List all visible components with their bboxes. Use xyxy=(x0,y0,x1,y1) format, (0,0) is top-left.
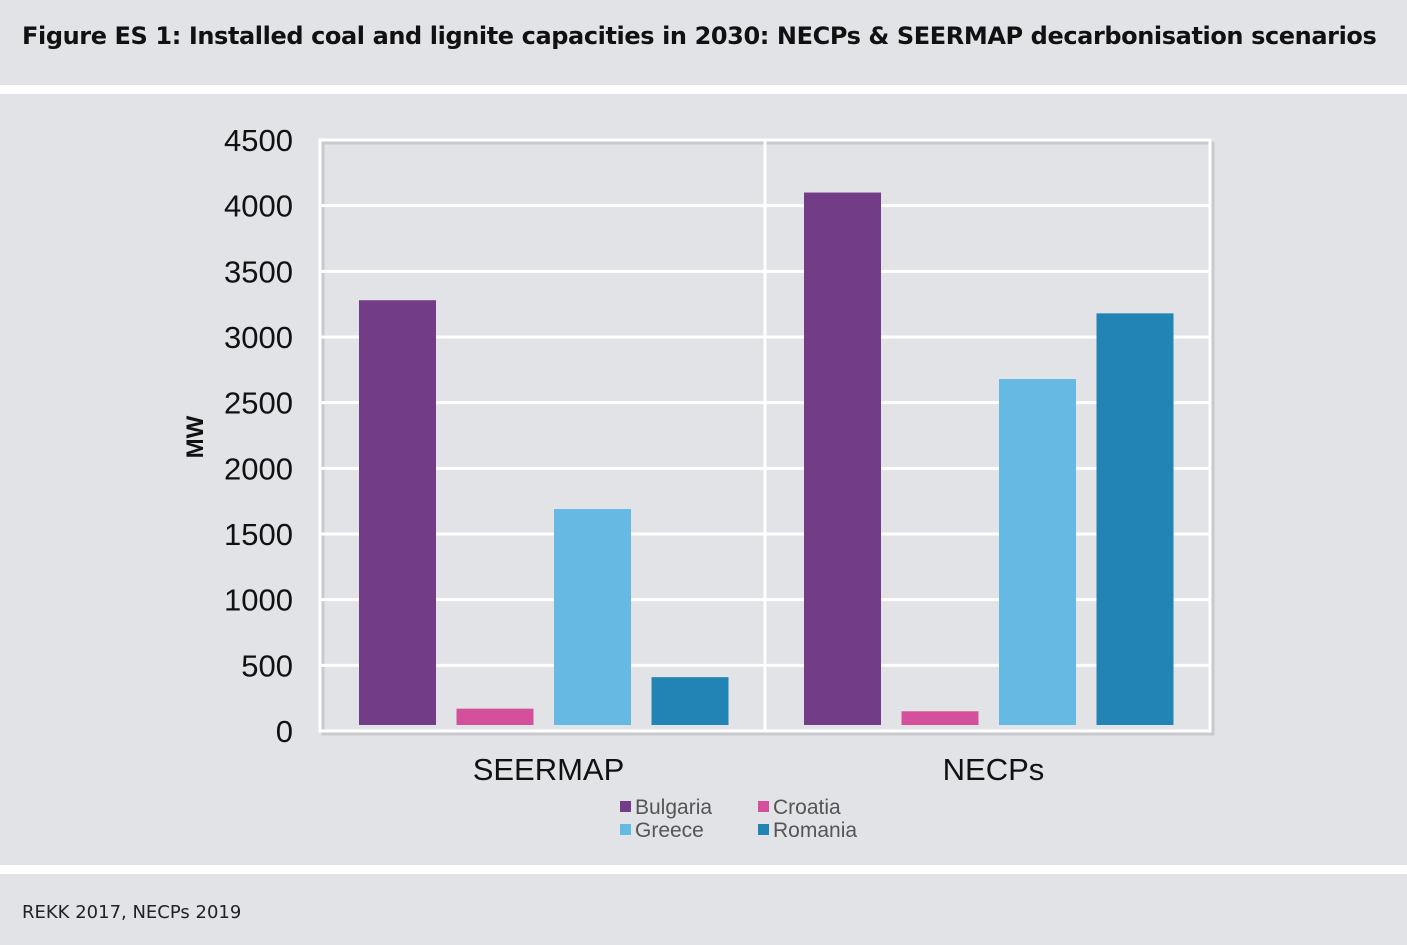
figure-title: Figure ES 1: Installed coal and lignite … xyxy=(22,22,1377,50)
legend-label-greece: Greece xyxy=(635,819,704,842)
bar-greece-necps xyxy=(999,379,1076,725)
y-tick-label: 1500 xyxy=(224,517,293,552)
footer-band: REKK 2017, NECPs 2019 xyxy=(0,874,1407,945)
bar-romania-necps xyxy=(1096,313,1174,725)
bar-bulgaria-necps xyxy=(804,192,881,725)
x-category-label: NECPs xyxy=(943,752,1045,787)
chart-area: 0 500 1000 1500 2000 2500 3000 3500 4000 4500 SEER… xyxy=(0,94,1407,865)
plot-frame-shadow xyxy=(321,141,1215,736)
legend-label-bulgaria: Bulgaria xyxy=(635,796,712,819)
x-category-label: SEERMAP xyxy=(473,752,625,787)
legend-swatch-romania xyxy=(758,824,769,835)
bar-romania-seermap xyxy=(651,677,729,725)
bar-croatia-seermap xyxy=(456,708,534,725)
y-tick-label: 4500 xyxy=(224,123,293,158)
y-tick-label: 2000 xyxy=(224,451,293,486)
source-note: REKK 2017, NECPs 2019 xyxy=(22,902,242,923)
y-tick-label: 3500 xyxy=(224,254,293,289)
y-tick-label: 2500 xyxy=(224,386,293,421)
legend-swatch-greece xyxy=(620,824,631,835)
y-tick-label: 0 xyxy=(276,714,293,749)
legend-swatch-bulgaria xyxy=(620,801,631,812)
y-tick-label: 4000 xyxy=(224,189,293,224)
legend-label-romania: Romania xyxy=(773,819,857,842)
legend-swatch-croatia xyxy=(758,801,769,812)
y-tick-label: 500 xyxy=(241,648,293,683)
bar-greece-seermap xyxy=(554,509,631,725)
title-band: Figure ES 1: Installed coal and lignite … xyxy=(0,0,1407,85)
y-axis-title: MW xyxy=(182,415,209,458)
bar-chart: 0 500 1000 1500 2000 2500 3000 3500 4000 4500 SEER… xyxy=(182,123,1215,842)
legend-label-croatia: Croatia xyxy=(773,796,841,819)
y-tick-label: 3000 xyxy=(224,320,293,355)
bar-bulgaria-seermap xyxy=(359,300,436,725)
y-tick-label: 1000 xyxy=(224,583,293,618)
bar-croatia-necps xyxy=(901,711,979,725)
